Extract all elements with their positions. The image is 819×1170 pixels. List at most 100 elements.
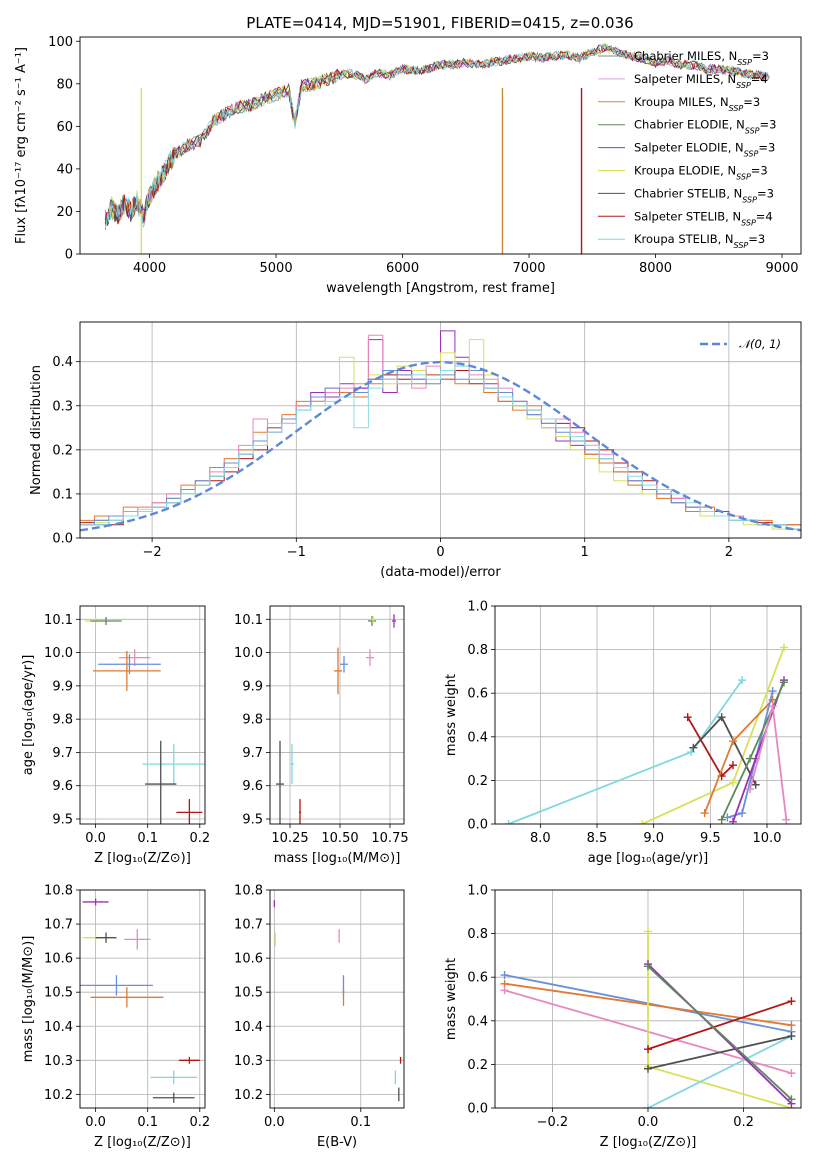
weight-marker <box>644 1104 652 1108</box>
weight-line <box>720 681 785 820</box>
y-tick-label: 0.2 <box>467 1058 488 1073</box>
age-vs-mass-axes: 10.25 10.50 10.75 9.5 9.6 9.7 9.8 9.9 10.0 10.1 ma… <box>234 605 409 866</box>
y-tick-label: 10.4 <box>44 1020 73 1035</box>
x-tick-label: 5000 <box>260 261 293 276</box>
mass-vs-ebv-axes: 0.0 0.1 10.2 10.3 10.4 10.5 10.6 10.7 10.8 E(B-V) <box>234 884 405 1150</box>
y-tick-label: 10.5 <box>44 986 73 1001</box>
y-tick-label: 10.2 <box>44 1088 73 1103</box>
plot-area <box>80 898 200 1103</box>
y-tick-label: 10.7 <box>234 918 263 933</box>
x-tick-label: 1 <box>581 545 589 560</box>
normal-curve <box>80 360 801 532</box>
y-tick-label: 9.7 <box>52 746 73 761</box>
weight-marker <box>717 713 726 722</box>
y-tick-label: 0.2 <box>52 443 73 458</box>
x-tick-label: 0.0 <box>85 831 106 846</box>
x-tick-label: 0.1 <box>137 1115 158 1130</box>
plot-area <box>85 616 205 824</box>
y-axis-label: Normed distribution <box>29 365 44 495</box>
y-tick-label: 10.0 <box>44 646 73 661</box>
weight-marker <box>644 1045 652 1054</box>
weight-line <box>647 1035 792 1070</box>
weight-marker <box>780 643 788 652</box>
legend-entry: Chabrier STELIB, NSSP=3 <box>634 186 774 204</box>
y-tick-label: 9.9 <box>52 679 73 694</box>
x-tick-label: 0.2 <box>189 1115 210 1130</box>
x-tick-label: 9000 <box>765 261 798 276</box>
y-tick-label: 10.3 <box>234 1054 263 1069</box>
weight-marker <box>751 780 760 789</box>
legend-entry: Kroupa ELODIE, NSSP=3 <box>634 164 768 182</box>
weight-marker <box>787 1021 796 1030</box>
x-tick-label: −0.2 <box>537 1115 569 1130</box>
x-tick-label: −2 <box>143 545 162 560</box>
y-axis-label: Flux [fλ10⁻¹⁷ erg cm⁻² s⁻¹ A⁻¹] <box>14 47 29 244</box>
weight-line <box>647 1000 792 1050</box>
mass-vs-metallicity-axes: 0.0 0.1 0.2 10.2 10.3 10.4 10.5 10.6 10.7 10.8 Z [… <box>21 884 210 1151</box>
legend-entry: Salpeter MILES, NSSP=4 <box>634 72 768 90</box>
x-tick-label: 8.5 <box>587 831 608 846</box>
x-tick-label: 10.50 <box>321 831 358 846</box>
spectrum-axes: 4000 5000 6000 7000 8000 9000 0 20 40 60 80 100 wave… <box>14 35 802 296</box>
legend-entry: Kroupa STELIB, NSSP=3 <box>634 232 765 250</box>
x-tick-label: −1 <box>287 545 306 560</box>
age-vs-metallicity-axes: 0.0 0.1 0.2 9.5 9.6 9.7 9.8 9.9 10.0 10.1 Z [log₁₀… <box>21 605 210 866</box>
y-tick-label: 0.8 <box>467 927 488 942</box>
weight-marker <box>787 1032 796 1041</box>
weight-line <box>647 965 793 1100</box>
weight-vs-metallicity-axes: −0.2 0.0 0.2 0.0 0.2 0.4 0.6 0.8 1.0 Z [log₁₀(Z/Z… <box>444 884 802 1150</box>
weight-marker <box>700 809 709 818</box>
y-tick-label: 40 <box>56 162 73 177</box>
weight-marker <box>644 1064 652 1073</box>
x-tick-label: 9.0 <box>643 831 664 846</box>
y-tick-label: 0.0 <box>52 532 73 547</box>
y-tick-label: 10.5 <box>234 986 263 1001</box>
x-tick-label: 8.0 <box>530 831 551 846</box>
spectrum-legend: Chabrier MILES, NSSP=3 Salpeter MILES, NS… <box>598 49 776 250</box>
weight-marker <box>689 743 698 752</box>
legend-entry: Salpeter ELODIE, NSSP=3 <box>634 141 775 159</box>
x-tick-label: 7000 <box>512 261 545 276</box>
y-tick-label: 0.6 <box>467 687 488 702</box>
y-tick-label: 9.6 <box>242 779 263 794</box>
weight-marker <box>729 737 737 746</box>
x-tick-label: 10.25 <box>271 831 308 846</box>
legend-entry: Salpeter STELIB, NSSP=4 <box>634 209 773 227</box>
plot-area <box>276 614 396 824</box>
weight-marker <box>683 713 692 722</box>
y-tick-label: 9.8 <box>52 713 73 728</box>
weight-marker <box>717 815 726 824</box>
spectrum-line <box>105 44 770 228</box>
x-tick-label: 0.1 <box>137 831 158 846</box>
weight-vs-age-axes: 8.0 8.5 9.0 9.5 10.0 0.0 0.2 0.4 0.6 0.8 1.0 age [l… <box>444 600 802 866</box>
axes-frame <box>79 36 802 255</box>
axes-frame <box>494 605 802 825</box>
y-axis-label: mass weight <box>444 674 459 756</box>
x-tick-label: 0.0 <box>85 1115 106 1130</box>
weight-marker <box>768 687 777 696</box>
x-tick-label: 0.1 <box>350 1115 371 1130</box>
weight-marker <box>787 1069 796 1078</box>
y-tick-label: 9.9 <box>242 679 263 694</box>
y-tick-label: 0.3 <box>52 399 73 414</box>
y-tick-label: 9.6 <box>52 779 73 794</box>
x-axis-label: Z [log₁₀(Z/Z⊙)] <box>94 851 191 866</box>
y-tick-label: 10.8 <box>234 884 263 899</box>
weight-marker <box>787 997 796 1006</box>
weight-marker <box>504 820 513 824</box>
x-axis-label: Z [log₁₀(Z/Z⊙)] <box>600 1135 697 1150</box>
x-tick-label: 0.0 <box>264 1115 285 1130</box>
y-tick-label: 1.0 <box>467 884 488 899</box>
weight-marker <box>644 962 652 971</box>
axes-frame <box>79 889 206 1109</box>
histogram-step <box>80 365 801 538</box>
y-tick-label: 10.1 <box>44 613 73 628</box>
y-tick-label: 1.0 <box>467 600 488 615</box>
y-tick-label: 9.7 <box>242 746 263 761</box>
y-tick-label: 10.3 <box>44 1054 73 1069</box>
x-axis-label: (data-model)/error <box>380 565 501 580</box>
weight-marker <box>729 761 737 770</box>
legend-entry: Chabrier MILES, NSSP=3 <box>634 49 769 67</box>
y-tick-label: 80 <box>56 77 73 92</box>
